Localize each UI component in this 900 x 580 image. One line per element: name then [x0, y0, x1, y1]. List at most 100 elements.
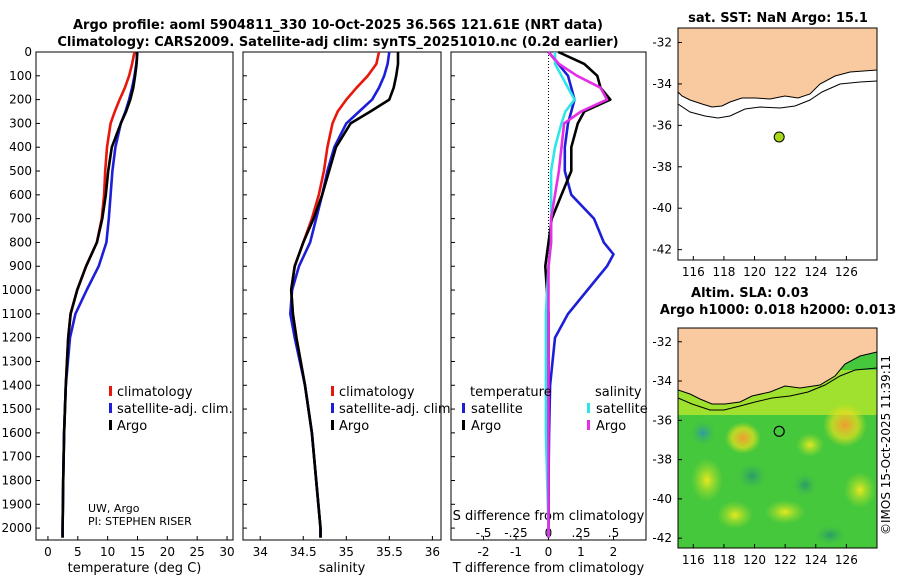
- sla-shelf-contour: [678, 367, 877, 411]
- salinity-panel: 34 34.5 35 35.5 36 salinity climatology satelli…: [242, 51, 455, 576]
- sla-argo-position-marker: [773, 425, 785, 437]
- depth-tick-label: 0: [24, 45, 32, 59]
- series-argo: [289, 52, 400, 538]
- differences-x-axis-label: T difference from climatology: [452, 561, 645, 576]
- legend-swatch: [462, 420, 465, 430]
- legend-swatch: [462, 403, 465, 413]
- map-lon-label: 116: [682, 265, 705, 279]
- map-lat-label: -34: [652, 374, 672, 388]
- depth-tick-label: 1000: [1, 283, 32, 297]
- differences-panel: -2 -1 0 1 2 T difference from climatology -.5-…: [450, 50, 648, 576]
- legend-swatch: [109, 386, 112, 396]
- legend-temperature-title: temperature: [470, 385, 552, 400]
- title-line-2: Climatology: CARS2009. Satellite-adj cli…: [57, 35, 618, 50]
- series-argo: [61, 52, 139, 538]
- sla-map-subtitle: Argo h1000: 0.018 h2000: 0.013: [660, 303, 896, 318]
- legend-item: Argo: [117, 419, 147, 434]
- map-lat-label: -40: [652, 492, 672, 506]
- legend-salinity-item: satellite: [596, 402, 648, 417]
- depth-tick-label: 1600: [1, 426, 32, 440]
- depth-tick-label: 100: [9, 69, 32, 83]
- sla-map-frame: [677, 327, 878, 549]
- x-tick-label: 10: [100, 545, 115, 559]
- sst-argo-position-marker: [773, 131, 785, 143]
- x-tick-label: 35.5: [376, 545, 403, 559]
- sla-eddy: [725, 422, 761, 454]
- map-lat-label: -32: [652, 36, 672, 50]
- depth-tick-label: 200: [9, 93, 32, 107]
- x-tick-label: 0: [44, 545, 52, 559]
- temperature-axes-frame: [35, 51, 234, 541]
- legend-salinity-title: salinity: [595, 385, 642, 400]
- legend-item: climatology: [339, 385, 415, 400]
- map-lon-label: 118: [712, 265, 735, 279]
- x-tick-label: 1: [577, 545, 585, 559]
- s-diff-tick-label: -.25: [504, 526, 527, 540]
- legend-swatch: [331, 420, 334, 430]
- x-tick-label: 5: [74, 545, 82, 559]
- sla-eddy: [796, 433, 824, 457]
- legend-temperature-item: satellite: [471, 402, 523, 417]
- depth-tick-label: 300: [9, 116, 32, 130]
- map-lon-label: 126: [835, 553, 858, 567]
- legend-item: satellite-adj. clim.: [339, 402, 455, 417]
- source-note: UW, Argo: [88, 502, 140, 515]
- legend-swatch: [587, 420, 590, 430]
- map-lon-label: 124: [804, 553, 827, 567]
- x-tick-label: 34: [253, 545, 268, 559]
- series-s-argo: [547, 51, 609, 538]
- imos-watermark: ©IMOS 15-Oct-2025 11:39:11: [879, 355, 893, 535]
- map-lon-label: 120: [743, 265, 766, 279]
- sla-land-australia: [678, 328, 877, 405]
- depth-tick-label: 800: [9, 235, 32, 249]
- depth-tick-label: 600: [9, 188, 32, 202]
- sla-eddy: [737, 462, 767, 490]
- depth-tick-label: 1300: [1, 354, 32, 368]
- legend-swatch: [109, 403, 112, 413]
- sla-eddy: [844, 472, 876, 508]
- depth-tick-label: 1800: [1, 473, 32, 487]
- legend-item: satellite-adj. clim.: [117, 402, 233, 417]
- depth-tick-label: 900: [9, 259, 32, 273]
- legend-swatch: [331, 403, 334, 413]
- legend-salinity-item: Argo: [596, 419, 626, 434]
- sst-shelf-contour: [678, 80, 877, 119]
- depth-tick-label: 1400: [1, 378, 32, 392]
- depth-tick-label: 1200: [1, 331, 32, 345]
- map-lat-label: -34: [652, 77, 672, 91]
- legend-temperature-item: Argo: [471, 419, 501, 434]
- s-diff-tick-label: .25: [571, 526, 590, 540]
- sla-eddy: [690, 420, 716, 446]
- map-lon-label: 116: [682, 553, 705, 567]
- sla-eddy: [814, 525, 846, 545]
- x-tick-label: 36: [425, 545, 440, 559]
- legend-swatch: [587, 403, 590, 413]
- legend-swatch: [331, 386, 334, 396]
- map-lat-label: -38: [652, 453, 672, 467]
- depth-tick-label: 2000: [1, 521, 32, 535]
- sla-eddy: [765, 500, 805, 524]
- sst-map-title: sat. SST: NaN Argo: 15.1: [688, 11, 868, 26]
- legend-item: Argo: [339, 419, 369, 434]
- x-tick-label: 34.5: [290, 545, 317, 559]
- s-diff-tick-label: -.5: [476, 526, 492, 540]
- map-lat-label: -36: [652, 118, 672, 132]
- depth-tick-label: 400: [9, 140, 32, 154]
- pi-note: PI: STEPHEN RISER: [88, 515, 192, 528]
- depth-tick-label: 1500: [1, 402, 32, 416]
- x-tick-label: 35: [339, 545, 354, 559]
- depth-tick-label: 1900: [1, 497, 32, 511]
- x-tick-label: -2: [478, 545, 490, 559]
- map-lat-label: -42: [652, 531, 672, 545]
- map-lat-label: -42: [652, 243, 672, 257]
- sla-eddy: [717, 501, 753, 529]
- map-lon-label: 124: [804, 265, 827, 279]
- title-line-1: Argo profile: aoml 5904811_330 10-Oct-20…: [73, 18, 603, 33]
- temperature-x-axis-label: temperature (deg C): [68, 561, 202, 576]
- temperature-panel: 0100200300400500600700800900100011001200…: [1, 45, 234, 576]
- map-lat-label: -40: [652, 201, 672, 215]
- map-lon-label: 122: [774, 265, 797, 279]
- sla-map-title: Altim. SLA: 0.03: [691, 286, 809, 301]
- salinity-x-axis-label: salinity: [319, 561, 366, 576]
- x-tick-label: 15: [130, 545, 145, 559]
